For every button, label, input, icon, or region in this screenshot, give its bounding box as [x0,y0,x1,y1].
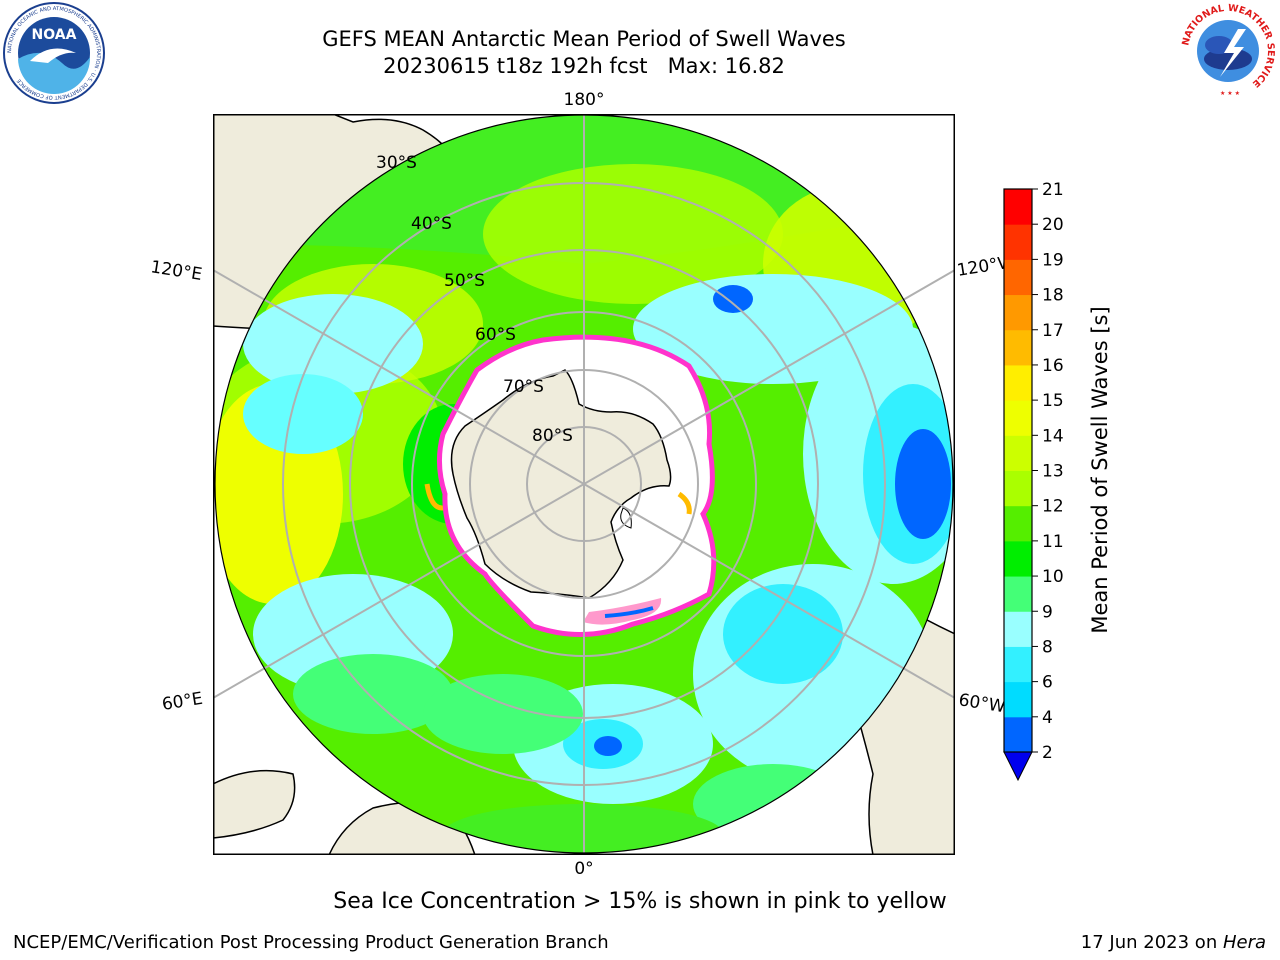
lat-label-60s: 60°S [475,325,516,345]
colorbar-band [1004,294,1032,331]
colorbar-band [1004,540,1032,577]
colorbar-tick-label: 9 [1042,602,1053,622]
footer-date: 17 Jun 2023 on Hera [1081,932,1266,953]
colorbar-band [1004,470,1032,507]
lon-label-60e: 60°E [161,689,205,715]
colorbar-band [1004,224,1032,260]
colorbar-bands [1004,189,1032,753]
noaa-logo-text: NOAA [32,27,77,43]
lat-label-30s: 30°S [376,153,417,173]
footer-credit: NCEP/EMC/Verification Post Processing Pr… [13,932,609,953]
lon-label-120e: 120°E [149,257,203,285]
colorbar-tick-label: 10 [1042,567,1064,587]
svg-text:★ ★ ★: ★ ★ ★ [1220,90,1240,97]
colorbar-tick-label: 15 [1042,391,1064,411]
chart-title: GEFS MEAN Antarctic Mean Period of Swell… [322,27,846,51]
colorbar-tick-label: 4 [1042,708,1053,728]
colorbar-tick-label: 2 [1042,743,1053,763]
colorbar-band [1004,259,1032,296]
colorbar-ticks: 2 4 6 8 9 10 11 12 13 14 15 16 17 18 19 20 21 [1032,180,1064,763]
colorbar-tick-label: 8 [1042,637,1053,657]
colorbar-tick-label: 16 [1042,356,1064,376]
colorbar-band [1004,576,1032,612]
colorbar-tick-label: 13 [1042,462,1064,482]
colorbar-tick-label: 18 [1042,286,1064,306]
colorbar: 2 4 6 8 9 10 11 12 13 14 15 16 17 18 19 20 21 Mean Perio… [1003,180,1112,782]
meridian-lines [213,114,955,855]
lat-label-40s: 40°S [411,214,452,234]
colorbar-band [1004,505,1032,542]
antarctica [450,369,672,599]
sea-ice-note: Sea Ice Concentration > 15% is shown in … [333,889,947,914]
colorbar-tick-label: 17 [1042,321,1064,341]
colorbar-band [1004,611,1032,647]
colorbar-tick-label: 11 [1042,532,1064,552]
lat-label-70s: 70°S [503,377,544,397]
latitude-labels: 30°S 40°S 50°S 60°S 70°S 80°S [376,153,573,446]
colorbar-band [1004,189,1032,225]
colorbar-tick-label: 12 [1042,497,1064,517]
noaa-logo: NATIONAL OCEANIC AND ATMOSPHERIC ADMINIS… [3,2,105,104]
lat-label-80s: 80°S [532,426,573,446]
colorbar-band [1004,646,1032,683]
colorbar-tick-label: 20 [1042,215,1064,235]
lat-label-50s: 50°S [444,271,485,291]
chart-subtitle: 20230615 t18z 192h fcst Max: 16.82 [383,54,785,78]
colorbar-band [1004,716,1032,753]
lon-label-180: 180° [564,90,605,110]
colorbar-extend-min [1003,751,1033,782]
colorbar-band [1004,435,1032,471]
colorbar-band [1004,400,1032,436]
colorbar-tick-label: 14 [1042,426,1064,446]
colorbar-band [1004,329,1032,366]
nws-logo: NATIONAL WEATHER SERVICE ★ ★ ★ [1180,3,1276,99]
lon-label-0: 0° [574,859,593,879]
colorbar-tick-label: 6 [1042,673,1053,693]
colorbar-tick-label: 19 [1042,250,1064,270]
colorbar-label: Mean Period of Swell Waves [s] [1088,306,1112,633]
polar-map: 30°S 40°S 50°S 60°S 70°S 80°S [213,114,955,855]
colorbar-tick-label: 21 [1042,180,1064,200]
footer-host: Hera [1222,932,1266,953]
footer-date-text: 17 Jun 2023 on [1080,932,1223,953]
colorbar-band [1004,681,1032,718]
colorbar-band [1004,364,1032,401]
map-frame [213,114,955,855]
